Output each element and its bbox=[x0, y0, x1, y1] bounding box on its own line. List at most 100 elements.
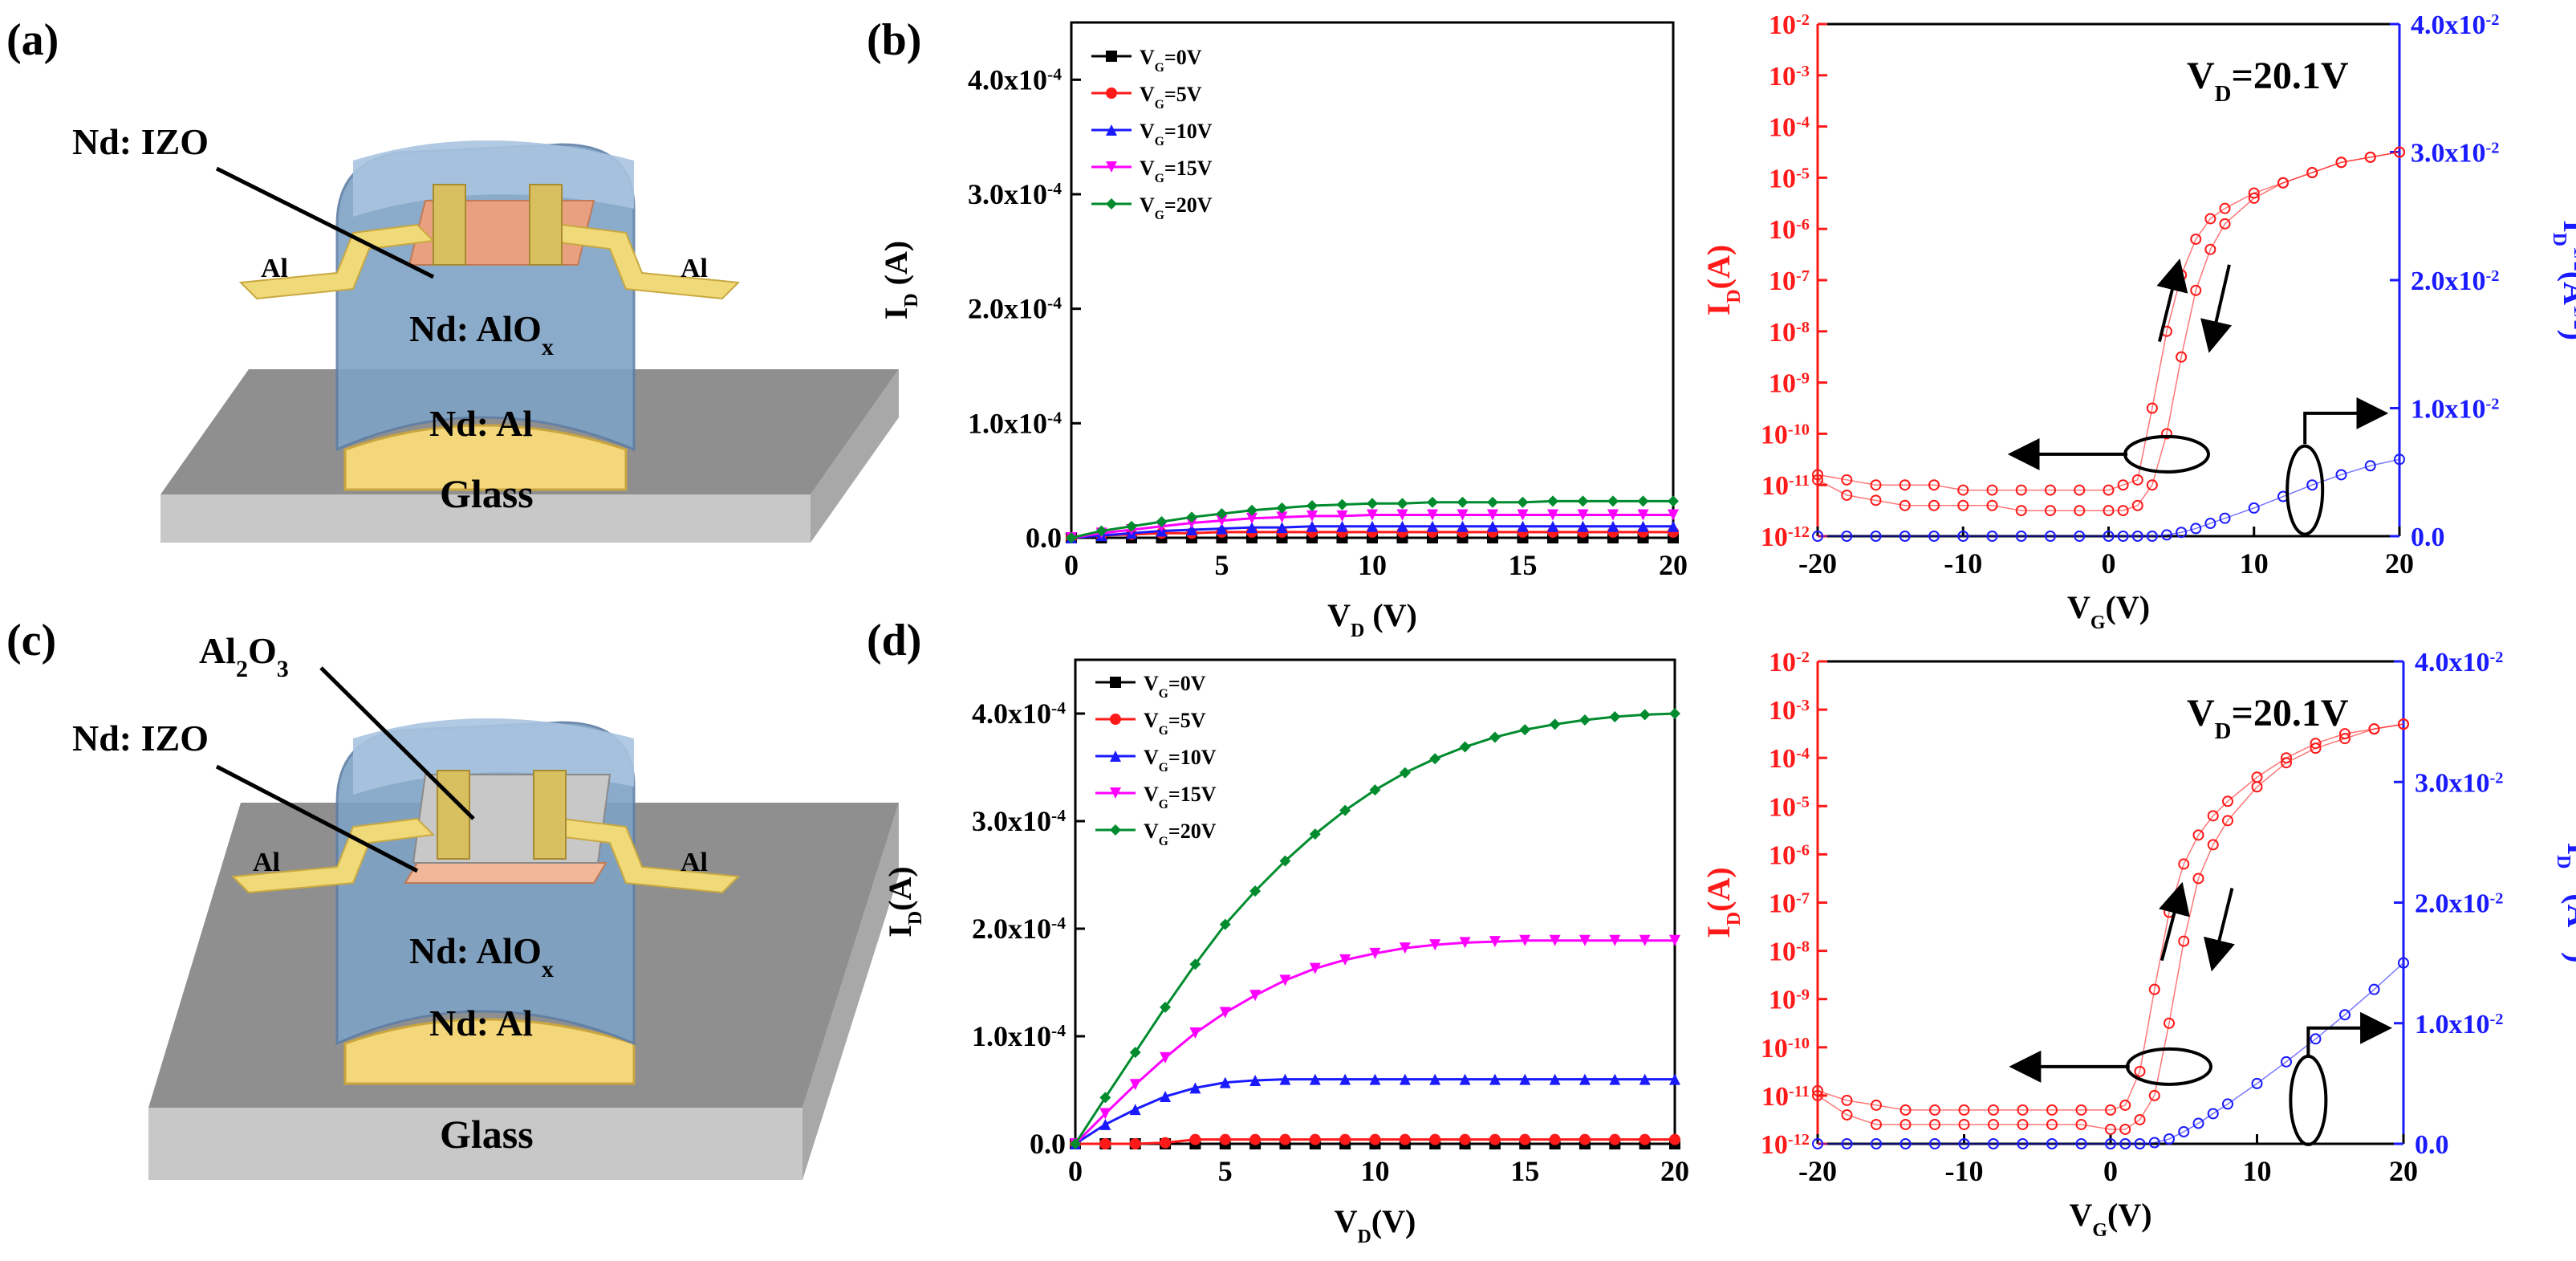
legend-marker bbox=[1110, 714, 1121, 725]
y-left-tick-label-part-1: -7 bbox=[1796, 890, 1810, 908]
y-right-tick-label: 3.0x10-2 bbox=[2415, 768, 2504, 798]
series-line bbox=[1074, 939, 1675, 1145]
y-right-axis-title-part-1: D bbox=[2553, 855, 2574, 868]
y-tick-label: 3.0x10-4 bbox=[972, 805, 1066, 837]
y-left-tick-label-part-1: -2 bbox=[1796, 11, 1810, 29]
data-point bbox=[1841, 1094, 1853, 1106]
data-point bbox=[1216, 508, 1228, 520]
data-point bbox=[1489, 936, 1501, 948]
data-point bbox=[2178, 858, 2190, 870]
glass-side-face bbox=[811, 369, 899, 543]
data-point bbox=[1129, 1104, 1141, 1116]
y-left-tick-label-part-0: 10 bbox=[1769, 648, 1796, 677]
device-c-schematic: Al2O3 Nd: IZO Al Al Nd: AlOx Nd: Al Glas… bbox=[72, 630, 899, 1180]
data-point bbox=[1637, 520, 1649, 532]
data-point bbox=[1306, 520, 1318, 532]
data-point bbox=[2204, 213, 2216, 225]
y-tick-label-part-0: 1.0x10 bbox=[968, 407, 1047, 439]
data-point bbox=[1399, 767, 1411, 779]
data-point bbox=[2178, 935, 2190, 947]
legend-marker bbox=[1110, 750, 1121, 762]
data-point bbox=[2207, 839, 2219, 851]
data-point bbox=[1246, 522, 1258, 534]
dielectric-label-main: Nd: AlO bbox=[409, 930, 542, 971]
y-right-tick-label-part-1: -2 bbox=[2490, 1011, 2504, 1028]
x-axis-title-part-1: G bbox=[2090, 612, 2106, 633]
data-point bbox=[1246, 504, 1258, 516]
data-point bbox=[1489, 1133, 1501, 1145]
data-point bbox=[2222, 795, 2233, 807]
data-point bbox=[1396, 498, 1408, 510]
y-right-axis-title-part-5: ) bbox=[2561, 952, 2576, 962]
y-tick-label: 4.0x10-4 bbox=[972, 698, 1066, 730]
al-left-label: Al bbox=[261, 254, 288, 283]
legend-marker bbox=[1106, 161, 1117, 173]
y-left-tick-label: 10-6 bbox=[1769, 840, 1810, 870]
y-right-tick-label-part-1: -2 bbox=[2486, 11, 2500, 29]
data-point bbox=[1427, 496, 1438, 508]
y-left-tick-label-part-0: 10 bbox=[1769, 164, 1796, 193]
y-axis-title: ID (A) bbox=[878, 241, 922, 319]
al-right-label: Al bbox=[681, 848, 708, 877]
data-point bbox=[1519, 1073, 1531, 1085]
y-right-tick-label-part-1: -2 bbox=[2486, 267, 2500, 285]
y-left-tick-label: 10-7 bbox=[1769, 889, 1810, 919]
legend-marker bbox=[1110, 677, 1121, 688]
data-point bbox=[1336, 510, 1348, 522]
dielectric-label: Nd: AlOx bbox=[409, 930, 554, 982]
data-point bbox=[1607, 495, 1619, 507]
y-right-axis-title-part-4: 1/2 bbox=[2574, 927, 2576, 952]
y-tick-label-part-0: 2.0x10 bbox=[972, 913, 1051, 945]
x-tick-label: -10 bbox=[1944, 547, 1982, 580]
y-right-axis-title-part-0: I bbox=[2561, 843, 2576, 856]
right-axis-indicator-ellipse bbox=[2289, 1054, 2328, 1146]
data-point bbox=[2335, 157, 2347, 169]
y-left-tick-label-part-0: 10 bbox=[1761, 1082, 1789, 1112]
y-tick-label-part-1: -4 bbox=[1051, 1021, 1066, 1040]
data-point bbox=[2148, 1089, 2160, 1101]
data-point bbox=[1306, 500, 1318, 512]
legend-label-part-0: V bbox=[1144, 783, 1159, 806]
y-right-tick-label-part-0: 3.0x10 bbox=[2411, 139, 2486, 169]
data-point bbox=[1519, 724, 1531, 736]
data-point bbox=[1519, 934, 1531, 946]
y-left-tick-label-part-0: 10 bbox=[1769, 889, 1796, 919]
legend-marker bbox=[1110, 824, 1121, 836]
data-point bbox=[1517, 509, 1529, 521]
data-point bbox=[2339, 1009, 2350, 1021]
data-point bbox=[1639, 1133, 1651, 1145]
data-point bbox=[1668, 495, 1679, 507]
right-axis-indicator-ellipse bbox=[2285, 444, 2325, 536]
data-point bbox=[1870, 494, 1882, 506]
data-point bbox=[1637, 495, 1649, 507]
glass-front-face bbox=[160, 494, 811, 543]
y-left-axis-title-part-0: I bbox=[1700, 925, 1737, 938]
source-pillar bbox=[437, 770, 470, 860]
y-left-tick-label: 10-11 bbox=[1761, 471, 1810, 501]
y-tick-label-part-0: 0.0 bbox=[1026, 522, 1062, 554]
data-point bbox=[1369, 784, 1381, 796]
legend-marker bbox=[1110, 787, 1121, 799]
y-left-tick-label-part-0: 10 bbox=[1769, 10, 1796, 40]
data-point bbox=[1517, 520, 1529, 532]
legend-label: VG=0V bbox=[1140, 46, 1202, 75]
x-axis-title: VG(V) bbox=[2069, 1197, 2151, 1241]
data-point bbox=[2394, 146, 2405, 158]
y-tick-label-part-1: -4 bbox=[1047, 179, 1062, 198]
x-tick-label: 0 bbox=[2102, 547, 2116, 580]
y-left-tick-label: 10-2 bbox=[1769, 648, 1810, 677]
data-point bbox=[1399, 942, 1411, 954]
y-right-tick-label-part-1: -2 bbox=[2490, 890, 2504, 908]
data-point bbox=[1186, 511, 1197, 523]
gate-label: Nd: Al bbox=[429, 1003, 533, 1043]
data-point bbox=[1812, 469, 1823, 481]
y-tick-label: 2.0x10-4 bbox=[968, 293, 1062, 325]
y-left-tick-label: 10-6 bbox=[1769, 215, 1810, 245]
data-point bbox=[2310, 742, 2322, 755]
x-tick-label: 5 bbox=[1218, 1155, 1233, 1187]
y-tick-label-part-1: -4 bbox=[1047, 294, 1062, 313]
data-point bbox=[2134, 1113, 2146, 1125]
data-point bbox=[2219, 202, 2231, 214]
y-left-tick-label: 10-4 bbox=[1769, 744, 1810, 774]
